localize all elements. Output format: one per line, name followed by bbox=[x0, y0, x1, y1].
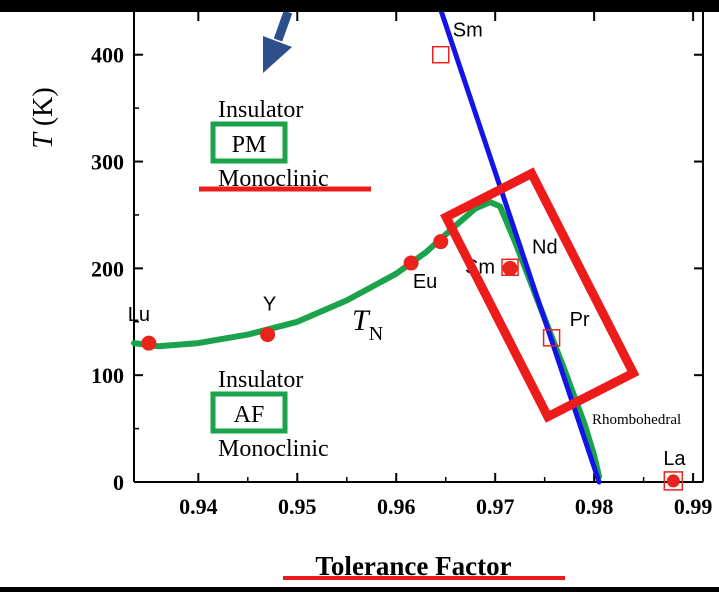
point-label: Y bbox=[263, 294, 276, 316]
lower-region-line1: Insulator bbox=[218, 367, 303, 393]
y-tick-label: 0 bbox=[113, 470, 124, 495]
x-tick-label: 0.96 bbox=[377, 494, 416, 519]
data-point-fill bbox=[666, 474, 680, 488]
y-tick-label: 300 bbox=[91, 150, 124, 175]
data-point bbox=[542, 329, 561, 347]
point-label: Eu bbox=[413, 271, 437, 293]
data-point bbox=[403, 255, 419, 271]
x-tick-label: 0.94 bbox=[179, 494, 218, 519]
y-tick-label: 100 bbox=[91, 363, 124, 388]
tn-symbol: T bbox=[352, 304, 371, 337]
y-tick-label: 200 bbox=[91, 256, 124, 281]
upper-region-line1: Insulator bbox=[218, 97, 303, 123]
x-tick-label: 0.97 bbox=[476, 494, 515, 519]
lower-region-phase: AF bbox=[234, 402, 265, 428]
data-point bbox=[141, 335, 157, 351]
data-point bbox=[502, 260, 518, 276]
y-tick-label: 400 bbox=[91, 43, 124, 68]
data-point bbox=[433, 234, 449, 250]
tn-curve-label: TN bbox=[352, 304, 383, 345]
x-tick-label: 0.98 bbox=[575, 494, 614, 519]
rhombohedral-label: Rhombohedral bbox=[592, 412, 681, 428]
top-dark-bar bbox=[0, 0, 719, 12]
lower-region-line3: Monoclinic bbox=[218, 436, 329, 462]
tn-subscript: N bbox=[369, 323, 383, 345]
x-tick-label: 0.95 bbox=[278, 494, 317, 519]
highlight-box bbox=[440, 167, 640, 423]
y-axis-title-unit: (K) bbox=[28, 87, 59, 133]
down-left-arrow-icon bbox=[263, 10, 293, 73]
annotations-group: TNInsulatorPMMonoclinicInsulatorAFMonocl… bbox=[199, 97, 681, 462]
y-axis-title: T (K) bbox=[28, 87, 59, 148]
data-point bbox=[501, 258, 519, 277]
data-point-marker bbox=[663, 471, 684, 491]
x-tick-label: 0.99 bbox=[674, 494, 713, 519]
curves-group bbox=[131, 7, 603, 485]
point-label: Pr bbox=[570, 309, 590, 331]
y-axis-title-symbol: T bbox=[28, 131, 59, 149]
point-label: Nd bbox=[532, 236, 558, 258]
curve-t-n bbox=[131, 199, 603, 480]
upper-region-phase-box bbox=[210, 121, 288, 164]
point-label: Sm bbox=[453, 20, 483, 42]
point-label: La bbox=[663, 448, 686, 470]
data-point bbox=[260, 327, 276, 343]
lower-region-phase-box bbox=[210, 391, 288, 434]
upper-region-phase: PM bbox=[232, 132, 267, 158]
data-point bbox=[432, 45, 450, 64]
point-label: Lu bbox=[128, 304, 150, 326]
